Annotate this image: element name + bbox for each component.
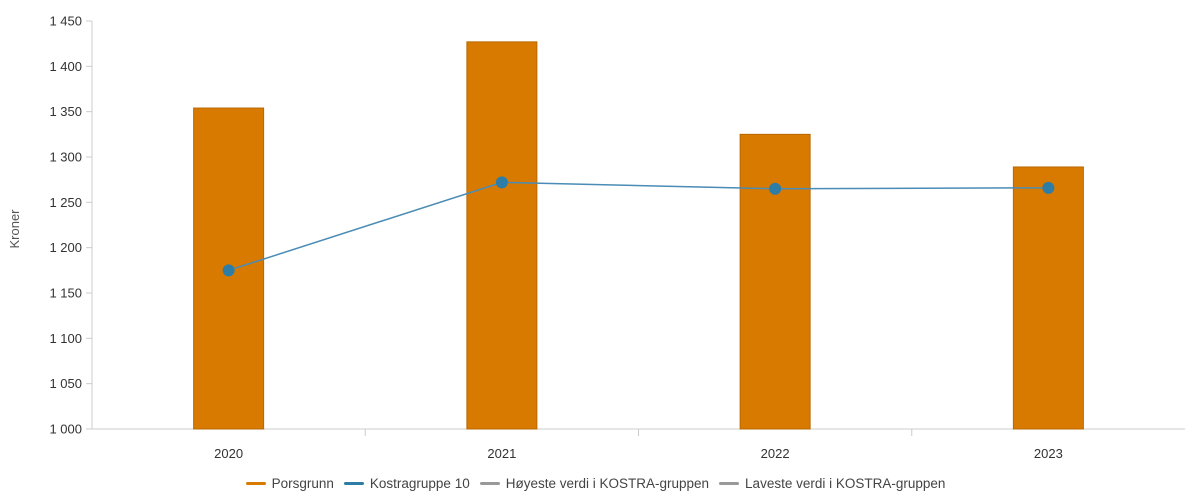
legend-item-laveste[interactable]: Laveste verdi i KOSTRA-gruppen <box>719 476 945 491</box>
legend-item-porsgrunn[interactable]: Porsgrunn <box>245 475 334 491</box>
y-tick-label: 1 300 <box>49 150 82 165</box>
y-tick-label: 1 350 <box>49 104 82 119</box>
legend-label: Høyeste verdi i KOSTRA-gruppen <box>505 475 710 491</box>
y-tick-label: 1 400 <box>49 59 82 74</box>
point-kostragruppe <box>222 264 235 277</box>
legend-label: Laveste verdi i KOSTRA-gruppen <box>745 475 946 491</box>
point-kostragruppe <box>769 182 782 195</box>
x-tick-label: 2021 <box>487 446 516 461</box>
x-tick-label: 2023 <box>1034 446 1063 461</box>
legend-swatch <box>479 481 500 485</box>
legend: Porsgrunn Kostragruppe 10 Høyeste verdi … <box>0 474 1191 492</box>
legend-item-hoyeste[interactable]: Høyeste verdi i KOSTRA-gruppen <box>479 475 710 491</box>
legend-label: Porsgrunn <box>271 475 334 491</box>
point-kostragruppe <box>495 176 508 189</box>
legend-swatch <box>245 481 266 485</box>
line-kostragruppe <box>228 181 1049 272</box>
y-tick-label: 1 050 <box>49 376 82 391</box>
line-series <box>222 176 1055 277</box>
legend-swatch <box>343 481 364 485</box>
y-tick-label: 1 150 <box>49 286 82 301</box>
x-tick-label: 2020 <box>214 446 243 461</box>
y-tick-label: 1 100 <box>49 331 82 346</box>
bar-porsgrunn <box>1012 166 1084 430</box>
y-tick-label: 1 000 <box>49 422 82 437</box>
legend-item-kostragruppe[interactable]: Kostragruppe 10 <box>343 475 470 491</box>
legend-swatch <box>719 481 740 485</box>
y-tick-label: 1 250 <box>49 195 82 210</box>
legend-label: Kostragruppe 10 <box>369 475 470 491</box>
bar-porsgrunn <box>739 133 811 430</box>
chart-axes: 1 000 1 050 1 100 1 150 1 200 1 250 1 300 1 350… <box>49 14 1185 461</box>
y-axis-label: Kroner <box>7 209 22 249</box>
y-tick-label: 1 450 <box>49 14 82 29</box>
bar-porsgrunn <box>466 41 538 430</box>
point-kostragruppe <box>1042 181 1055 194</box>
y-tick-label: 1 200 <box>49 240 82 255</box>
x-tick-label: 2022 <box>761 446 790 461</box>
bar-series <box>193 41 1084 430</box>
